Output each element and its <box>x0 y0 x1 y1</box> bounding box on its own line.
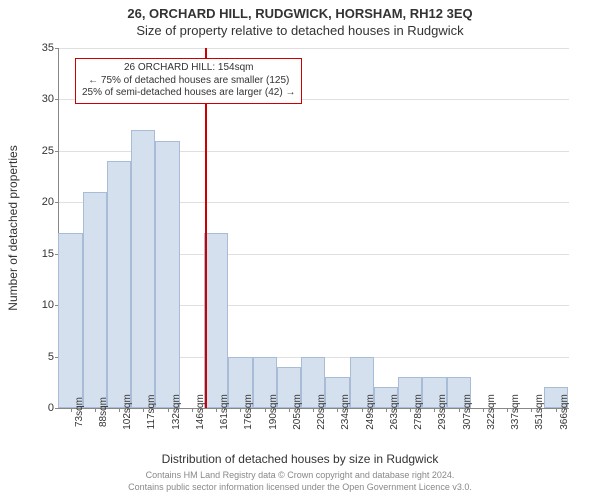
chart-title-address: 26, ORCHARD HILL, RUDGWICK, HORSHAM, RH1… <box>0 0 600 21</box>
ytick-mark <box>55 202 59 203</box>
xtick-label: 263sqm <box>389 394 400 430</box>
ytick-label: 5 <box>24 351 54 363</box>
annotation-line-2: ← 75% of detached houses are smaller (12… <box>82 75 295 88</box>
xtick-label: 322sqm <box>486 394 497 430</box>
xtick-mark <box>410 408 411 412</box>
ytick-mark <box>55 48 59 49</box>
xtick-label: 146sqm <box>195 394 206 430</box>
xtick-label: 220sqm <box>316 394 327 430</box>
xtick-mark <box>71 408 72 412</box>
xtick-mark <box>434 408 435 412</box>
xtick-label: 351sqm <box>534 394 545 430</box>
xtick-label: 73sqm <box>74 397 85 427</box>
xtick-mark <box>216 408 217 412</box>
xtick-mark <box>143 408 144 412</box>
ytick-mark <box>55 408 59 409</box>
xtick-mark <box>289 408 290 412</box>
ytick-label: 0 <box>24 402 54 414</box>
marker-annotation-box: 26 ORCHARD HILL: 154sqm ← 75% of detache… <box>75 58 302 104</box>
xtick-label: 278sqm <box>413 394 424 430</box>
histogram-bar <box>83 192 107 408</box>
xtick-label: 190sqm <box>268 394 279 430</box>
ytick-label: 35 <box>24 42 54 54</box>
xtick-mark <box>531 408 532 412</box>
xtick-mark <box>362 408 363 412</box>
xtick-label: 337sqm <box>510 394 521 430</box>
xtick-label: 366sqm <box>559 394 570 430</box>
xtick-mark <box>240 408 241 412</box>
xtick-mark <box>95 408 96 412</box>
ytick-label: 25 <box>24 145 54 157</box>
xtick-mark <box>337 408 338 412</box>
annotation-line-3: 25% of semi-detached houses are larger (… <box>82 87 295 100</box>
xtick-mark <box>168 408 169 412</box>
ytick-label: 10 <box>24 299 54 311</box>
xtick-mark <box>265 408 266 412</box>
ytick-mark <box>55 151 59 152</box>
xtick-mark <box>459 408 460 412</box>
xtick-label: 132sqm <box>171 394 182 430</box>
xtick-label: 205sqm <box>292 394 303 430</box>
histogram-bar <box>107 161 131 408</box>
histogram-bar <box>58 233 82 408</box>
annotation-line-1: 26 ORCHARD HILL: 154sqm <box>82 62 295 75</box>
xtick-label: 249sqm <box>365 394 376 430</box>
xtick-label: 307sqm <box>462 394 473 430</box>
xtick-label: 88sqm <box>98 397 109 427</box>
xtick-label: 161sqm <box>219 394 230 430</box>
ytick-mark <box>55 99 59 100</box>
xtick-mark <box>386 408 387 412</box>
y-axis-label: Number of detached properties <box>6 145 20 310</box>
xtick-mark <box>192 408 193 412</box>
histogram-bar <box>204 233 228 408</box>
xtick-mark <box>313 408 314 412</box>
ytick-label: 20 <box>24 196 54 208</box>
histogram-bar <box>155 141 179 408</box>
ytick-label: 15 <box>24 248 54 260</box>
xtick-label: 293sqm <box>437 394 448 430</box>
xtick-label: 117sqm <box>146 395 157 430</box>
footer-copyright-2: Contains public sector information licen… <box>0 482 600 492</box>
x-axis-label: Distribution of detached houses by size … <box>0 452 600 466</box>
footer-copyright-1: Contains HM Land Registry data © Crown c… <box>0 470 600 480</box>
xtick-mark <box>507 408 508 412</box>
xtick-label: 102sqm <box>122 394 133 430</box>
xtick-mark <box>119 408 120 412</box>
histogram-bar <box>131 130 155 408</box>
xtick-label: 234sqm <box>340 394 351 430</box>
xtick-mark <box>483 408 484 412</box>
grid-line <box>59 48 569 49</box>
xtick-label: 176sqm <box>243 394 254 430</box>
chart-subtitle: Size of property relative to detached ho… <box>0 21 600 38</box>
ytick-label: 30 <box>24 93 54 105</box>
xtick-mark <box>556 408 557 412</box>
